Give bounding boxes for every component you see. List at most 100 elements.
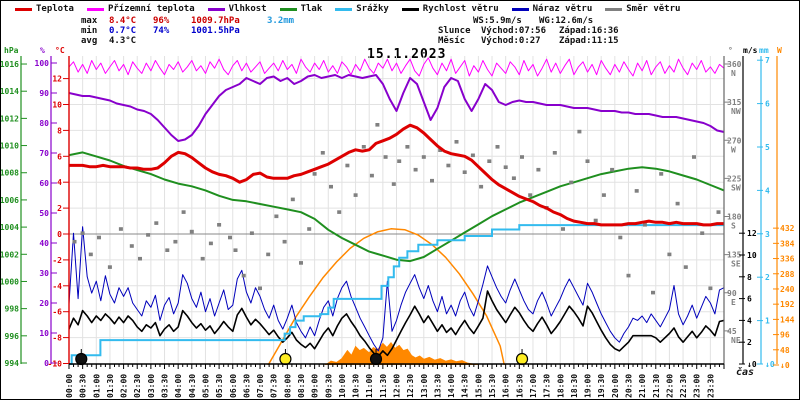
- svg-text:SW: SW: [731, 183, 741, 192]
- x-tick-label: 08:00: [283, 374, 292, 398]
- legend: Teplota Přízemní teplota Vlhkost Tlak Srážky…: [15, 4, 680, 14]
- sunrise-time: Východ:07:56: [481, 26, 547, 36]
- svg-text:1016: 1016: [1, 60, 19, 69]
- svg-text:↓0: ↓0: [747, 360, 757, 369]
- svg-text:1000: 1000: [1, 277, 19, 286]
- svg-text:7: 7: [765, 56, 770, 65]
- svg-text:998: 998: [5, 305, 20, 314]
- x-tick-label: 00:00: [65, 374, 74, 398]
- svg-text:3: 3: [765, 230, 770, 239]
- svg-text:°: °: [728, 46, 733, 55]
- x-tick-label: 14:00: [447, 374, 456, 398]
- svg-text:45: 45: [727, 327, 737, 336]
- series-pressure: [69, 151, 724, 263]
- legend-swatch: [86, 7, 104, 11]
- svg-text:50: 50: [39, 209, 49, 218]
- svg-text:NW: NW: [731, 107, 741, 116]
- stat-avg-temp: 4.3°C: [109, 36, 137, 46]
- svg-text:N: N: [731, 69, 736, 78]
- markers: [75, 349, 529, 366]
- time-axis: 00:00 00:30 01:00 01:30 02:00 02:30 03:00 03:30…: [65, 363, 725, 398]
- svg-text:1: 1: [765, 317, 770, 326]
- svg-text:70: 70: [39, 149, 49, 158]
- x-tick-label: 15:30: [488, 374, 497, 398]
- svg-text:W: W: [731, 145, 736, 154]
- svg-text:W: W: [777, 46, 782, 55]
- stat-min-humidity: 74%: [153, 26, 170, 36]
- series-rain: [69, 224, 724, 365]
- svg-text:4: 4: [57, 178, 62, 187]
- legend-swatch: [15, 7, 32, 11]
- series-radiation: [267, 228, 506, 365]
- svg-text:12: 12: [52, 75, 62, 84]
- x-tick-label: 17:30: [543, 374, 552, 398]
- x-tick-label: 10:00: [338, 374, 347, 398]
- svg-text:8: 8: [747, 273, 752, 282]
- moon-label: Měsíc: [438, 36, 466, 46]
- legend-swatch: [605, 7, 623, 11]
- svg-text:°C: °C: [55, 46, 65, 55]
- moonset-time: Západ:11:15: [559, 36, 619, 46]
- svg-text:80: 80: [39, 119, 49, 128]
- svg-text:12: 12: [747, 229, 757, 238]
- x-tick-label: 02:00: [120, 374, 129, 398]
- svg-text:5: 5: [765, 143, 770, 152]
- svg-text:8: 8: [57, 126, 62, 135]
- svg-text:6: 6: [765, 100, 770, 109]
- svg-text:6: 6: [747, 295, 752, 304]
- legend-label: Srážky: [356, 4, 389, 14]
- svg-text:1010: 1010: [1, 142, 19, 151]
- svg-text:-2: -2: [52, 256, 62, 265]
- x-tick-label: 15:00: [474, 374, 483, 398]
- svg-text:100: 100: [35, 59, 50, 68]
- svg-text:240: 240: [780, 285, 795, 294]
- x-tick-label: 03:00: [147, 374, 156, 398]
- x-tick-label: 06:00: [229, 374, 238, 398]
- sunset-time: Západ:16:36: [559, 26, 619, 36]
- stat-min-temp: 0.7°C: [109, 26, 137, 36]
- x-tick-label: 05:00: [202, 374, 211, 398]
- svg-text:mm: mm: [759, 46, 769, 55]
- series: [69, 57, 724, 365]
- x-tick-label: 12:00: [393, 374, 402, 398]
- legend-swatch: [335, 7, 353, 11]
- x-tick-label: 16:00: [502, 374, 511, 398]
- chart-title-date: 15.1.2023: [367, 47, 447, 62]
- svg-text:1008: 1008: [1, 169, 19, 178]
- x-tick-label: 18:30: [570, 374, 579, 398]
- x-tick-label: 11:30: [379, 374, 388, 398]
- x-tick-label: 13:00: [420, 374, 429, 398]
- svg-text:315: 315: [727, 98, 742, 107]
- stat-max-humidity: 96%: [153, 16, 170, 26]
- svg-text:2: 2: [57, 204, 62, 213]
- svg-text:336: 336: [780, 255, 795, 264]
- stat-avg-label: avg: [81, 36, 98, 46]
- x-tick-label: 20:30: [625, 374, 634, 398]
- sun-label: Slunce: [438, 26, 471, 36]
- svg-text:2: 2: [747, 338, 752, 347]
- legend-swatch: [401, 7, 419, 11]
- x-tick-label: 01:30: [106, 374, 115, 398]
- x-tick-label: 02:30: [133, 374, 142, 398]
- legend-item-7: Náraz větru: [511, 4, 592, 14]
- x-tick-label: 05:30: [215, 374, 224, 398]
- x-tick-label: 22:30: [679, 374, 688, 398]
- svg-text:%: %: [40, 46, 45, 55]
- legend-label: Směr větru: [626, 4, 681, 14]
- stat-min-pressure: 1001.5hPa: [191, 26, 240, 36]
- legend-label: Vlhkost: [228, 4, 267, 14]
- sunrise-marker: [279, 352, 292, 366]
- x-tick-label: 04:30: [188, 374, 197, 398]
- x-tick-label: 17:00: [529, 374, 538, 398]
- axes: hPa1016101410121010100810061004100210009…: [1, 46, 795, 370]
- x-tick-label: 21:00: [638, 374, 647, 398]
- stat-wind-speed-max: WS:5.9m/s: [473, 16, 522, 26]
- svg-text:-6: -6: [52, 308, 62, 317]
- svg-text:360: 360: [727, 60, 742, 69]
- x-tick-label: 01:00: [92, 374, 101, 398]
- series-wind-gust: [69, 226, 724, 352]
- svg-text:↓0: ↓0: [765, 360, 775, 369]
- svg-text:0: 0: [57, 230, 62, 239]
- x-tick-label: 20:00: [611, 374, 620, 398]
